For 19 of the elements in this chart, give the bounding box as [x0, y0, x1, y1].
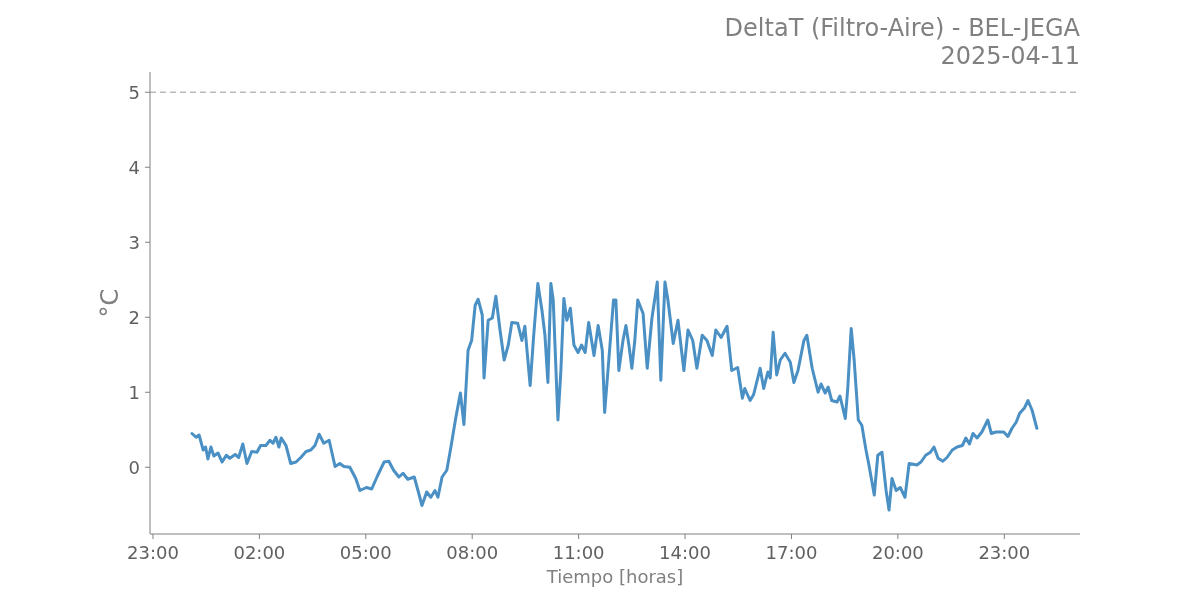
y-tick-label: 1 [128, 381, 140, 403]
y-tick-label: 5 [128, 81, 140, 103]
x-tick-label: 17:00 [765, 542, 818, 563]
line-series [190, 280, 1039, 512]
x-tick-label: 08:00 [446, 542, 499, 563]
x-tick-label: 05:00 [339, 542, 392, 563]
y-tick-label: 2 [128, 306, 140, 328]
x-tick-label: 20:00 [871, 542, 924, 563]
x-tick-label: 23:00 [127, 542, 179, 563]
x-tick-label: 11:00 [552, 542, 605, 563]
y-tick-label: 0 [128, 456, 140, 478]
chart-title: DeltaT (Filtro-Aire) - BEL-JEGA 2025-04-11 [724, 14, 1081, 70]
y-axis-title: °C [96, 288, 124, 318]
y-tick-label: 4 [128, 156, 140, 178]
x-tick-label: 02:00 [233, 542, 286, 563]
y-tick-label: 3 [128, 231, 140, 253]
x-tick-label: 14:00 [659, 542, 711, 563]
x-tick-label: 23:00 [978, 542, 1031, 563]
x-axis-title: Tiempo [horas] [545, 566, 684, 587]
